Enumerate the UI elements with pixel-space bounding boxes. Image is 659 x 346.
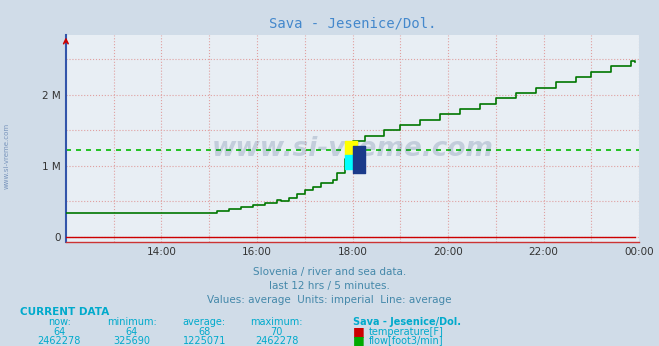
Text: average:: average: [183, 317, 226, 327]
Text: CURRENT DATA: CURRENT DATA [20, 307, 109, 317]
Text: temperature[F]: temperature[F] [369, 327, 444, 337]
Text: Values: average  Units: imperial  Line: average: Values: average Units: imperial Line: av… [207, 295, 452, 305]
Text: 1225071: 1225071 [183, 336, 226, 346]
Text: flow[foot3/min]: flow[foot3/min] [369, 336, 444, 346]
Text: 325690: 325690 [113, 336, 150, 346]
Text: ■: ■ [353, 325, 364, 338]
Text: 68: 68 [198, 327, 210, 337]
Text: Slovenia / river and sea data.: Slovenia / river and sea data. [253, 267, 406, 277]
Text: 2462278: 2462278 [38, 336, 81, 346]
Text: minimum:: minimum: [107, 317, 157, 327]
Text: 70: 70 [271, 327, 283, 337]
Text: 2462278: 2462278 [255, 336, 299, 346]
Text: Sava - Jesenice/Dol.: Sava - Jesenice/Dol. [353, 317, 461, 327]
Text: maximum:: maximum: [250, 317, 303, 327]
Text: 64: 64 [53, 327, 65, 337]
Text: ■: ■ [353, 334, 364, 346]
Text: now:: now: [48, 317, 71, 327]
Text: www.si-vreme.com: www.si-vreme.com [3, 122, 9, 189]
Title: Sava - Jesenice/Dol.: Sava - Jesenice/Dol. [269, 17, 436, 31]
Text: 64: 64 [126, 327, 138, 337]
Text: www.si-vreme.com: www.si-vreme.com [212, 136, 494, 162]
Text: last 12 hrs / 5 minutes.: last 12 hrs / 5 minutes. [269, 281, 390, 291]
